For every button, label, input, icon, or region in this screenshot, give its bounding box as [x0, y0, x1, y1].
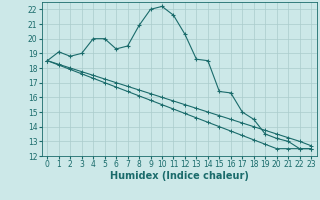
X-axis label: Humidex (Indice chaleur): Humidex (Indice chaleur) — [110, 171, 249, 181]
